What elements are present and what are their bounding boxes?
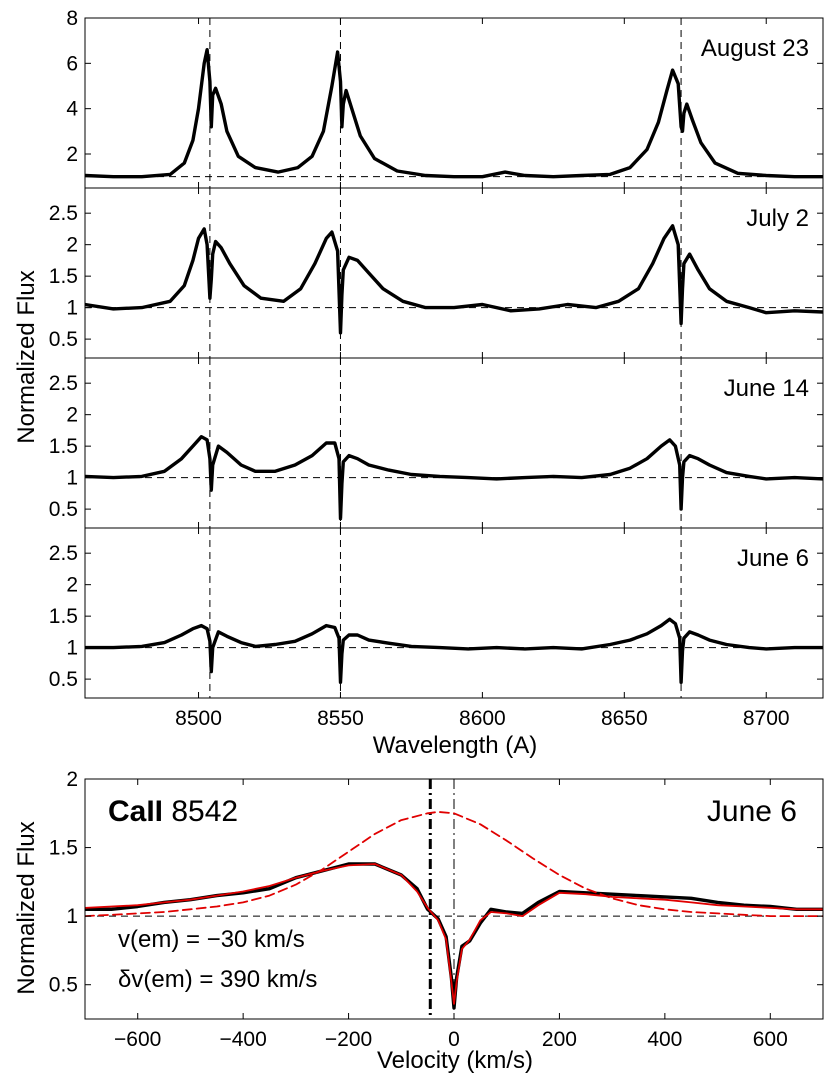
y-tick-label: 6 (66, 52, 78, 75)
top-panels-group: 2 4 6 8 August 23 0.5 1 1.5 2 2.5 July 2 0.5 1 1.5 2… (49, 7, 824, 730)
series-model-fit (85, 863, 823, 1005)
y-tick-label: 1 (66, 297, 78, 320)
panel-date-label: June 6 (707, 795, 797, 828)
panel-date-label: June 6 (737, 545, 809, 572)
y-tick-label: 0.5 (49, 328, 78, 351)
y-tick-label: 1 (66, 467, 78, 490)
x-tick-label: 8550 (317, 707, 364, 730)
panel-august-23: 2 4 6 8 August 23 (66, 7, 824, 189)
y-tick-label: 2 (66, 143, 78, 166)
x-tick-label: −400 (219, 1028, 266, 1051)
y-tick-label: 2.5 (49, 542, 78, 565)
series-june-14 (85, 435, 823, 521)
series-group (85, 224, 823, 335)
y-tick-label: 2 (66, 404, 78, 427)
series-group (85, 48, 823, 179)
series-june-6 (85, 617, 823, 684)
series-group (85, 617, 823, 684)
x-tick-label: 8650 (601, 707, 648, 730)
panel-june-6: 0.5 1 1.5 2 2.5 8500 8550 8600 8650 8700 June 6 (49, 527, 824, 730)
axes-frame (84, 527, 824, 699)
series-group (85, 811, 823, 1010)
x-tick-label: 200 (542, 1028, 577, 1051)
y-tick-label: 2 (66, 768, 78, 791)
x-tick-label: −600 (114, 1028, 161, 1051)
y-tick-label: 2 (66, 574, 78, 597)
y-tick-label: 2.5 (49, 202, 78, 225)
panel-july-2: 0.5 1 1.5 2 2.5 July 2 (49, 187, 824, 359)
x-tick-label: −200 (325, 1028, 372, 1051)
panel-date-label: June 14 (724, 375, 809, 402)
y-tick-label: 0.5 (49, 498, 78, 521)
x-tick-label: 600 (753, 1028, 788, 1051)
top-y-axis-label: Normalized Flux (13, 270, 40, 443)
x-tick-label: 0 (448, 1028, 460, 1051)
ion-name: CaII (108, 795, 163, 828)
axes-frame (84, 187, 824, 359)
panel-june-14: 0.5 1 1.5 2 2.5 June 14 (49, 357, 824, 529)
line-wavelength: 8542 (163, 795, 238, 828)
panel-date-label: July 2 (746, 205, 809, 232)
bottom-y-axis-label: Normalized Flux (13, 821, 40, 994)
x-tick-label: 400 (647, 1028, 682, 1051)
y-tick-label: 0.5 (49, 974, 78, 997)
top-x-axis-label: Wavelength (A) (373, 732, 538, 759)
x-tick-label: 8700 (743, 707, 790, 730)
x-tick-label: 8600 (459, 707, 506, 730)
y-tick-label: 1.5 (49, 605, 78, 628)
y-tick-label: 1.5 (49, 265, 78, 288)
panel-date-label: August 23 (701, 35, 809, 62)
y-tick-label: 1.5 (49, 837, 78, 860)
series-group (85, 435, 823, 521)
ion-line-label: CaII 8542 (108, 795, 238, 828)
y-tick-label: 2 (66, 234, 78, 257)
y-tick-label: 1 (66, 905, 78, 928)
series-emission-component (85, 811, 823, 917)
fit-annotation-1: v(em) = −30 km/s (118, 926, 305, 953)
fit-annotation-2: δv(em) = 390 km/s (118, 966, 317, 993)
bottom-x-axis-label: Velocity (km/s) (377, 1047, 533, 1074)
y-tick-label: 2.5 (49, 372, 78, 395)
series-august-23 (85, 48, 823, 179)
panel-velocity-profile: 0.5 1 1.5 2 −600 −400 −200 0 200 400 600 June 6 CaII… (49, 768, 824, 1051)
y-tick-label: 8 (66, 7, 78, 30)
y-tick-label: 1 (66, 637, 78, 660)
x-tick-label: 8500 (175, 707, 222, 730)
y-tick-label: 4 (66, 98, 78, 121)
y-tick-label: 1.5 (49, 435, 78, 458)
y-tick-label: 0.5 (49, 668, 78, 691)
series-july-2 (85, 224, 823, 335)
